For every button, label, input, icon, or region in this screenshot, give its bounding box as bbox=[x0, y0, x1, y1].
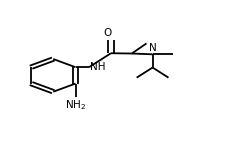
Text: NH: NH bbox=[90, 62, 106, 72]
Text: N: N bbox=[149, 43, 156, 53]
Text: NH$_2$: NH$_2$ bbox=[65, 99, 86, 112]
Text: O: O bbox=[103, 28, 111, 38]
